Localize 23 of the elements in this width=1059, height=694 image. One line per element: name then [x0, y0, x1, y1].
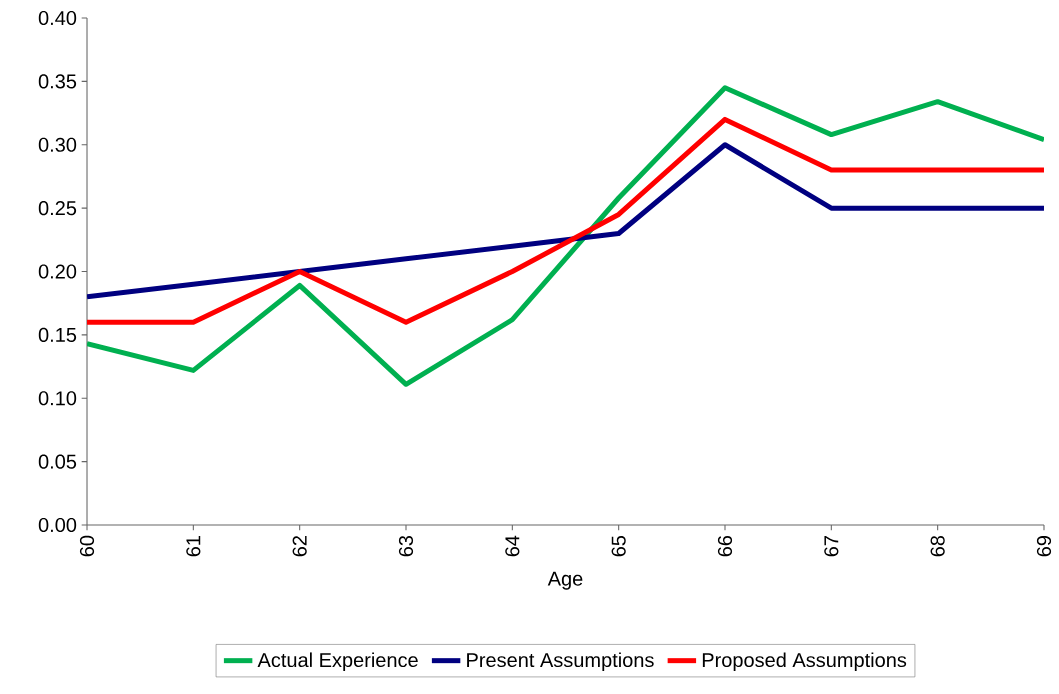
y-tick-label: 0.00 — [38, 517, 77, 533]
y-tick-label: 0.30 — [38, 137, 77, 152]
y-tick-label: 0.05 — [38, 454, 77, 469]
legend-label: Actual Experience — [257, 652, 418, 672]
y-tick-label: 0.35 — [38, 74, 77, 89]
y-tick-label: 0.10 — [38, 391, 77, 406]
x-axis-title: Age — [547, 571, 583, 590]
x-tick-label: 66 — [717, 535, 733, 557]
y-tick-label: 0.25 — [38, 201, 77, 216]
legend-label: Proposed Assumptions — [702, 652, 907, 672]
legend-label: Present Assumptions — [467, 652, 654, 672]
x-tick-label: 67 — [824, 536, 839, 557]
x-tick-label: 69 — [1036, 536, 1052, 557]
x-tick-label: 65 — [611, 535, 626, 557]
x-tick-label: 63 — [398, 535, 414, 557]
x-tick-label: 64 — [505, 535, 520, 557]
y-tick-label: 0.40 — [38, 10, 77, 26]
y-tick-label: 0.20 — [38, 264, 77, 279]
y-tick-label: 0.15 — [38, 327, 77, 342]
x-tick-label: 68 — [930, 535, 945, 557]
x-tick-label: 62 — [292, 536, 307, 557]
x-tick-label: 61 — [186, 536, 201, 557]
x-tick-label: 60 — [79, 535, 95, 557]
